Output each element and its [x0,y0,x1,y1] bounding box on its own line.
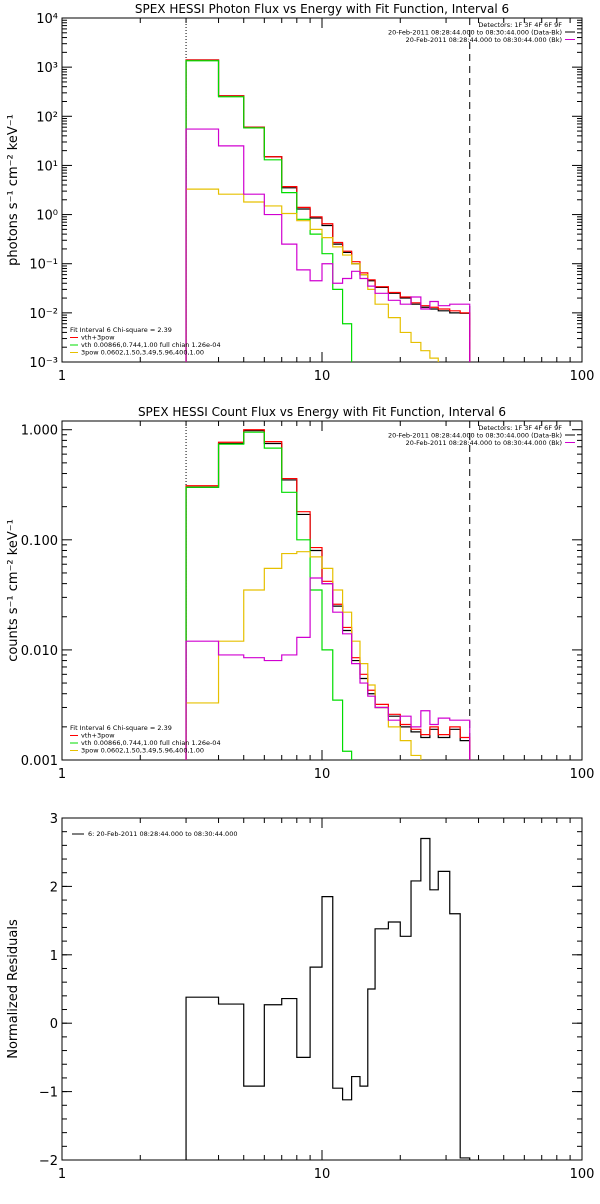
plot-frame [61,17,583,363]
series-sum-line [185,429,471,760]
info-line: 20-Feb-2011 08:28:44.000 to 08:30:44.000… [388,29,562,37]
info-line: 20-Feb-2011 08:28:44.000 to 08:30:44.000… [406,36,562,44]
y-axis-label: photons s⁻¹ cm⁻² keV⁻¹ [6,114,21,266]
x-tick-label: 10 [314,369,331,384]
series-group [185,429,471,760]
plot-frame [61,817,583,1161]
x-tick-label: 100 [570,369,595,384]
y-tick-label: 10⁻² [29,307,58,322]
y-tick-label: 0.001 [21,754,58,769]
y-tick-label: −1 [39,1086,58,1101]
series-group [185,837,471,1160]
panel-3: Normalized Residuals 1 10 100 −2 −1 0 1 2 3 6: 20-… [6,812,594,1182]
legend-entry: vth 0.00866,0.744,1.00 full chian 1.26e-… [81,341,221,349]
x-axis: 1 10 100 [58,421,595,782]
chart-title: SPEX HESSI Count Flux vs Energy with Fit… [138,405,506,419]
legend-entry: Fit Interval 6 Chi-square = 2.39 [70,724,172,732]
legend-entry: 3pow 0.0602,1.50,3.49,5.96,400,1.00 [81,349,204,357]
y-tick-label: 0.100 [21,534,58,549]
y-axis: −2 −1 0 1 2 3 [39,812,582,1169]
series-vth-line [185,60,353,362]
y-tick-label: 10¹ [36,159,58,174]
series-total-line [185,837,471,1160]
legend-entry: Fit Interval 6 Chi-square = 2.39 [70,326,172,334]
info-line: Detectors: 1F 3F 4F 6F 9F [478,21,562,29]
series-total-line [185,59,471,362]
y-tick-label: 10⁻¹ [29,258,58,273]
series-data-line [185,128,471,362]
y-tick-label: 10³ [36,61,58,76]
y-axis-label: Normalized Residuals [6,919,21,1059]
x-tick-label: 10 [314,1167,331,1182]
y-axis: 0.001 0.010 0.100 1.000 [21,424,582,769]
x-tick-label: 100 [570,767,595,782]
legend-entry: vth+3pow [81,732,115,740]
legend-entry: 3pow 0.0602,1.50,3.49,5.96,400,1.00 [81,747,204,755]
x-tick-label: 1 [58,1167,66,1182]
info-line: 20-Feb-2011 08:28:44.000 to 08:30:44.000… [406,439,562,447]
info-line: Detectors: 1F 3F 4F 6F 9F [478,424,562,432]
y-axis-label: counts s⁻¹ cm⁻² keV⁻¹ [6,519,21,662]
y-tick-label: 0 [50,1017,58,1032]
x-tick-label: 1 [58,767,66,782]
series-bpow-line [185,551,422,760]
legend-entry: 6: 20-Feb-2011 08:28:44.000 to 08:30:44.… [88,830,237,838]
y-tick-label: 10² [36,110,58,125]
series-sum-line [185,59,471,362]
legend-entry: vth+3pow [81,334,115,342]
y-axis: 10⁻³ 10⁻² 10⁻¹ 10⁰ 10¹ 10² 10³ 10⁴ [29,12,582,371]
y-tick-label: 2 [50,880,58,895]
panel-2: SPEX HESSI Count Flux vs Energy with Fit… [6,405,595,782]
series-group [185,59,471,362]
y-tick-label: −2 [39,1154,58,1169]
y-tick-label: 10⁴ [36,12,58,27]
chart-title: SPEX HESSI Photon Flux vs Energy with Fi… [135,2,509,16]
x-tick-label: 100 [570,1167,595,1182]
y-tick-label: 1.000 [21,424,58,439]
x-tick-label: 1 [58,369,66,384]
series-total-line [185,430,471,760]
y-tick-label: 1 [50,949,58,964]
x-tick-label: 10 [314,767,331,782]
panel-1: SPEX HESSI Photon Flux vs Energy with Fi… [6,2,595,384]
legend-entry: vth 0.00866,0.744,1.00 full chian 1.26e-… [81,739,221,747]
series-data-line [185,577,471,760]
series-vth-line [185,431,353,760]
x-axis: 1 10 100 [58,818,595,1182]
y-tick-label: 10⁻³ [29,356,58,371]
info-line: 20-Feb-2011 08:28:44.000 to 08:30:44.000… [388,432,562,440]
plot-frame [61,420,583,761]
series-bpow-line [185,188,439,362]
y-tick-label: 10⁰ [36,209,58,224]
y-tick-label: 0.010 [21,644,58,659]
y-tick-label: 3 [50,812,58,827]
